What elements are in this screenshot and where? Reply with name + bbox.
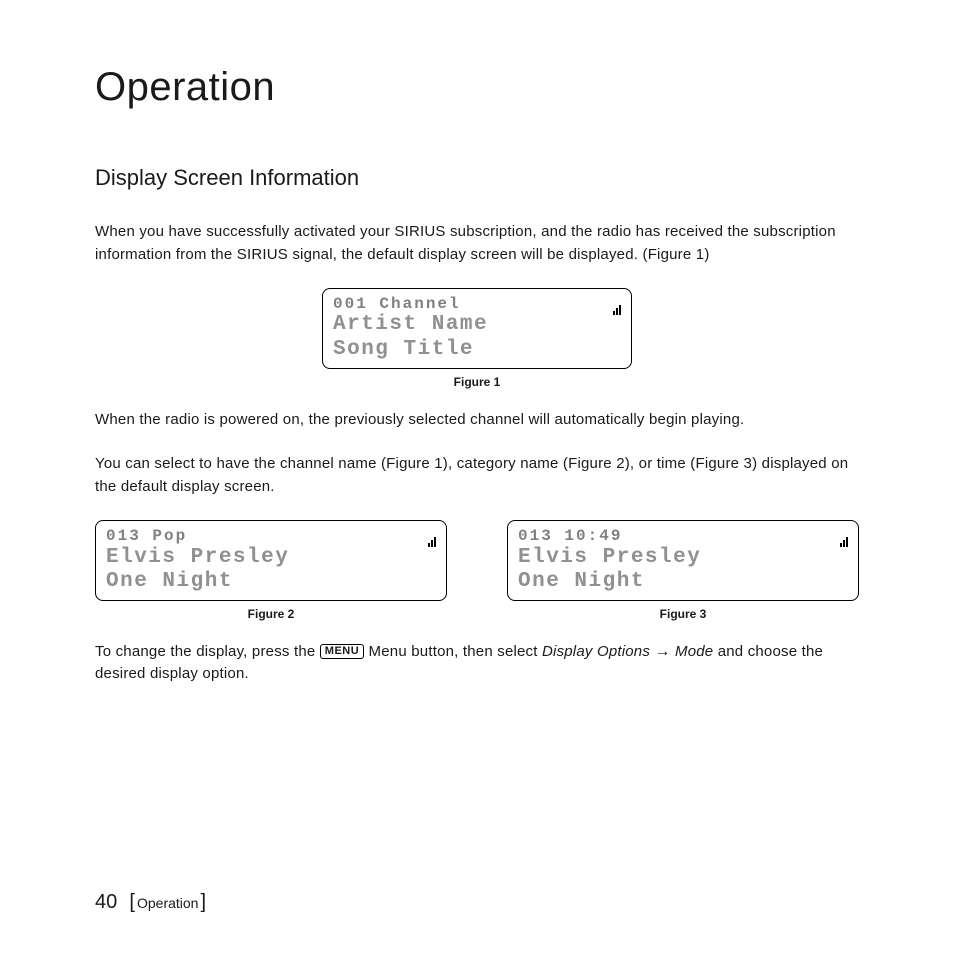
lcd-line-channel: 001 Channel	[333, 295, 621, 313]
footer-section-label: Operation	[137, 895, 198, 911]
figure-1-caption: Figure 1	[95, 375, 859, 389]
section-title: Display Screen Information	[95, 165, 859, 191]
lcd-line-channel: 013 Pop	[106, 527, 436, 545]
menu-path-mode: Mode	[675, 643, 713, 660]
page-footer: 40 [Operation]	[95, 891, 206, 914]
signal-icon	[427, 529, 436, 547]
para4-mid: Menu button, then select	[364, 643, 542, 660]
figure-1-lcd: 001 Channel Artist Name Song Title	[322, 288, 632, 369]
signal-icon	[612, 297, 621, 315]
figure-2-lcd: 013 Pop Elvis Presley One Night	[95, 520, 447, 601]
para4-prefix: To change the display, press the	[95, 643, 320, 660]
paragraph-2: When the radio is powered on, the previo…	[95, 409, 859, 432]
paragraph-4: To change the display, press the MENU Me…	[95, 641, 859, 686]
bracket-close: ]	[200, 891, 206, 913]
lcd-line-channel: 013 10:49	[518, 527, 848, 545]
lcd-line-song: Song Title	[333, 338, 621, 362]
menu-path-display-options: Display Options	[542, 643, 650, 660]
page-number: 40	[95, 891, 117, 913]
lcd-line-song: One Night	[106, 570, 436, 594]
lcd-line-artist: Elvis Presley	[106, 546, 436, 570]
arrow-icon: →	[654, 644, 670, 660]
lcd-line-song: One Night	[518, 570, 848, 594]
bracket-open: [	[129, 891, 135, 913]
figure-3-lcd: 013 10:49 Elvis Presley One Night	[507, 520, 859, 601]
signal-icon	[839, 529, 848, 547]
lcd-line-artist: Artist Name	[333, 313, 621, 337]
page-title: Operation	[95, 65, 859, 110]
paragraph-1: When you have successfully activated you…	[95, 221, 859, 266]
paragraph-3: You can select to have the channel name …	[95, 453, 859, 498]
menu-button-icon: MENU	[320, 644, 364, 659]
lcd-line-artist: Elvis Presley	[518, 546, 848, 570]
figure-2-caption: Figure 2	[95, 607, 447, 621]
figure-3-caption: Figure 3	[507, 607, 859, 621]
